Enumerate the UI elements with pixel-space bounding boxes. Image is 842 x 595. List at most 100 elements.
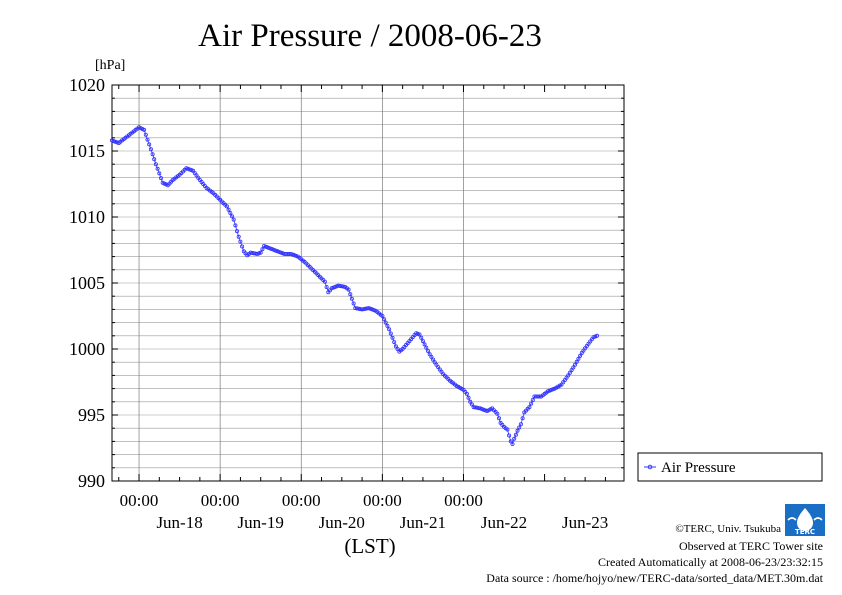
data-point xyxy=(419,335,424,340)
data-point xyxy=(322,279,327,284)
y-tick-label: 990 xyxy=(78,471,105,491)
data-point xyxy=(424,345,429,350)
day-label: Jun-19 xyxy=(238,513,284,532)
data-point xyxy=(527,405,532,410)
y-tick-label: 1015 xyxy=(69,141,105,161)
data-point xyxy=(595,333,600,338)
data-point xyxy=(240,244,245,249)
data-point xyxy=(153,162,158,167)
data-point xyxy=(469,402,474,407)
data-point xyxy=(425,348,430,353)
data-point xyxy=(495,411,500,416)
data-point xyxy=(390,335,395,340)
data-point xyxy=(145,137,150,142)
data-point xyxy=(351,301,356,306)
grid-lines xyxy=(112,85,624,481)
x-tick-label: 00:00 xyxy=(120,491,159,510)
data-point xyxy=(157,171,162,176)
data-point xyxy=(496,416,501,421)
series-line xyxy=(111,126,598,445)
data-point xyxy=(226,207,231,212)
data-point xyxy=(346,287,351,292)
data-point xyxy=(466,395,471,400)
data-point xyxy=(380,313,385,318)
day-label: Jun-22 xyxy=(481,513,527,532)
data-point xyxy=(505,427,510,432)
data-point xyxy=(530,397,535,402)
y-tick-label: 1020 xyxy=(69,75,105,95)
data-point xyxy=(578,353,583,358)
y-tick-label: 995 xyxy=(78,405,105,425)
data-point xyxy=(148,147,153,152)
day-label: Jun-18 xyxy=(156,513,202,532)
data-point xyxy=(417,332,422,337)
x-axis-label: (LST) xyxy=(344,534,395,558)
data-point xyxy=(515,428,520,433)
data-point xyxy=(258,250,263,255)
data-point xyxy=(517,425,522,430)
x-tick-label: 00:00 xyxy=(201,491,240,510)
footer-created: Created Automatically at 2008-06-23/23:3… xyxy=(598,555,823,569)
drop-icon xyxy=(797,508,813,531)
data-point xyxy=(420,339,425,344)
y-unit-label: [hPa] xyxy=(95,58,125,73)
legend-marker-swatch xyxy=(647,464,653,470)
footer-observed: Observed at TERC Tower site xyxy=(679,539,823,553)
data-point xyxy=(573,362,578,367)
data-point xyxy=(150,152,155,157)
x-axis: 00:00 00:00 00:00 00:00 00:00 Jun-18 Jun-19 Jun… xyxy=(118,85,608,532)
legend-label-air-pressure: Air Pressure xyxy=(661,460,736,476)
data-point xyxy=(142,127,147,132)
data-point xyxy=(387,327,392,332)
data-point xyxy=(229,214,234,219)
data-point xyxy=(155,166,160,171)
data-point xyxy=(349,296,354,301)
data-point xyxy=(382,317,387,322)
x-tick-label: 00:00 xyxy=(363,491,402,510)
y-axis: 990 995 1000 1005 1010 1015 1020 xyxy=(69,75,624,491)
data-point xyxy=(143,132,148,137)
data-point xyxy=(348,292,353,297)
footer-source: Data source : /home/hojyo/new/TERC-data/… xyxy=(486,571,823,585)
data-point xyxy=(385,323,390,328)
data-point xyxy=(520,416,525,421)
legend-frame xyxy=(637,452,823,482)
day-label: Jun-20 xyxy=(319,513,365,532)
data-point xyxy=(518,422,523,427)
data-point xyxy=(510,441,515,446)
data-point xyxy=(512,436,517,441)
y-tick-label: 1000 xyxy=(69,339,105,359)
day-label: Jun-23 xyxy=(562,513,608,532)
y-tick-label: 1005 xyxy=(69,273,105,293)
data-point xyxy=(537,394,542,399)
data-point xyxy=(231,217,236,222)
series-air-pressure xyxy=(110,125,600,446)
data-point xyxy=(476,406,481,411)
data-point xyxy=(513,432,518,437)
data-point xyxy=(236,234,241,239)
data-point xyxy=(228,210,233,215)
data-point xyxy=(324,284,329,289)
x-tick-label: 00:00 xyxy=(444,491,483,510)
y-tick-label: 1010 xyxy=(69,207,105,227)
data-point xyxy=(233,223,238,228)
data-point xyxy=(571,365,576,370)
day-label: Jun-21 xyxy=(400,513,446,532)
data-point xyxy=(224,204,229,209)
data-point xyxy=(234,229,239,234)
footer-copyright: ©TERC, Univ. Tsukuba xyxy=(675,523,781,535)
data-point xyxy=(392,340,397,345)
logo-text: TERC xyxy=(795,528,815,536)
data-point xyxy=(576,356,581,361)
data-point xyxy=(464,391,469,396)
data-point xyxy=(152,157,157,162)
data-point xyxy=(388,331,393,336)
legend: Air Pressure xyxy=(637,452,823,482)
data-point xyxy=(147,142,152,147)
data-point xyxy=(574,359,579,364)
data-point xyxy=(158,176,163,181)
data-point xyxy=(567,370,572,375)
data-point xyxy=(238,239,243,244)
chart-title: Air Pressure / 2008-06-23 xyxy=(198,18,542,54)
